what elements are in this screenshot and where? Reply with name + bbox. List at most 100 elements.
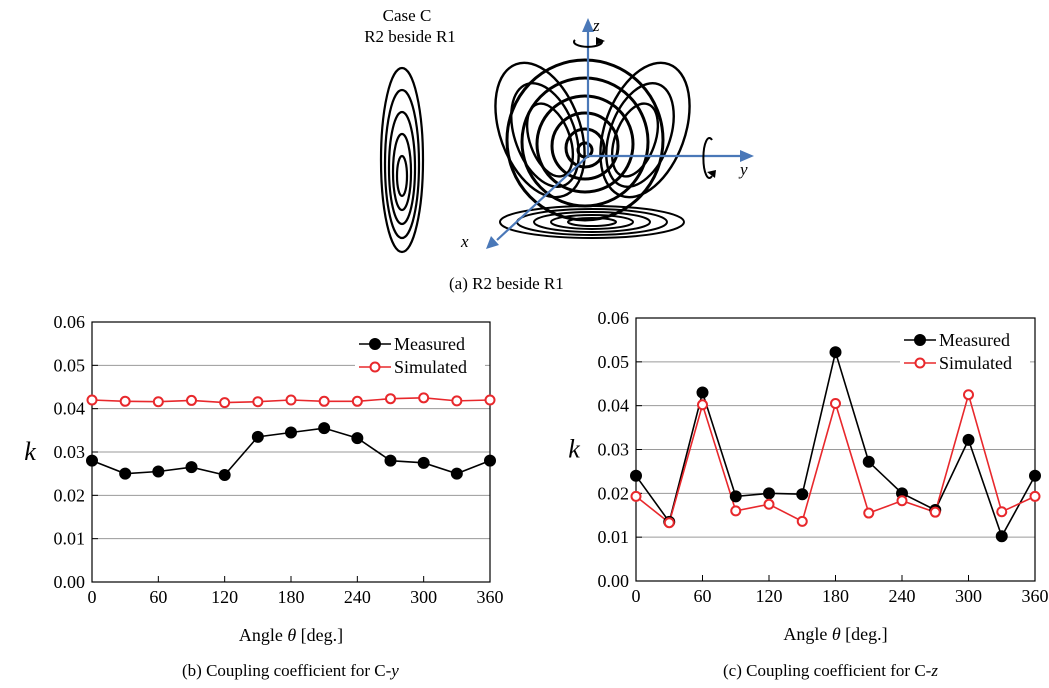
data-point-measured: [86, 454, 98, 467]
data-point-measured: [218, 468, 231, 481]
x-tick-label: 0: [632, 586, 641, 606]
y-tick-label: 0.01: [54, 529, 86, 549]
coordinate-axes: [486, 18, 754, 249]
caption-b-axis: y: [391, 661, 399, 680]
case-title: Case C: [382, 6, 432, 25]
axis-y-label: y: [740, 160, 748, 179]
axis-z-label: z: [593, 16, 600, 35]
data-point-simulated: [1029, 490, 1041, 502]
data-point-simulated: [484, 394, 496, 406]
caption-b-prefix: (b) Coupling coefficient for C-: [182, 661, 392, 680]
data-point-simulated: [963, 389, 974, 401]
data-point-simulated: [451, 395, 463, 407]
data-point-measured: [796, 488, 809, 501]
y-tick-label: 0.04: [54, 399, 86, 419]
series-line-measured: [635, 349, 1036, 539]
data-point-measured: [484, 454, 496, 467]
data-point-measured: [285, 426, 297, 439]
data-point-simulated: [252, 396, 264, 408]
data-point-simulated: [351, 395, 363, 407]
data-point-simulated: [152, 396, 164, 408]
coil-illustration: [379, 18, 754, 254]
data-point-measured: [862, 455, 875, 468]
axis-x-label: x: [461, 232, 469, 251]
x-tick-label: 360: [477, 587, 504, 607]
y-tick-label: 0.01: [598, 527, 630, 547]
data-point-measured: [1029, 469, 1041, 482]
data-point-simulated: [863, 507, 875, 519]
data-point-simulated: [186, 394, 197, 406]
y-tick-label: 0.02: [598, 483, 630, 503]
data-point-measured: [763, 487, 775, 500]
front-spiral: [505, 58, 665, 222]
caption-c-axis: z: [931, 661, 938, 680]
y-tick-label: 0.00: [54, 572, 86, 592]
x-axis-label: Angle θ [deg.]: [783, 624, 887, 644]
data-point-simulated: [630, 490, 642, 502]
data-point-measured: [630, 469, 642, 482]
data-point-measured: [729, 490, 742, 503]
y-axis-label: k: [24, 437, 36, 466]
legend-label: Measured: [394, 334, 465, 354]
legend-label: Measured: [939, 330, 1010, 350]
data-point-measured: [450, 467, 463, 480]
legend-marker: [369, 338, 381, 350]
data-point-simulated: [697, 399, 708, 411]
legend-marker: [369, 361, 381, 373]
y-tick-label: 0.03: [54, 442, 86, 462]
caption-a: (a) R2 beside R1: [449, 274, 564, 293]
x-tick-label: 60: [694, 586, 712, 606]
y-tick-label: 0.05: [598, 352, 630, 372]
data-point-simulated: [86, 394, 98, 406]
caption-b: (b) Coupling coefficient for C-y: [182, 661, 399, 681]
data-point-measured: [318, 422, 331, 435]
legend-label: Simulated: [939, 353, 1012, 373]
legend-label: Simulated: [394, 357, 467, 377]
x-tick-label: 300: [410, 587, 437, 607]
x-tick-label: 180: [278, 587, 305, 607]
data-point-simulated: [730, 505, 742, 517]
y-tick-label: 0.05: [54, 355, 86, 375]
y-tick-label: 0.04: [598, 396, 630, 416]
data-point-simulated: [996, 506, 1008, 518]
y-tick-label: 0.06: [598, 308, 630, 328]
legend-marker: [914, 357, 926, 369]
data-point-simulated: [929, 506, 941, 518]
x-tick-label: 240: [889, 586, 916, 606]
y-tick-label: 0.00: [598, 571, 630, 591]
data-point-simulated: [219, 397, 231, 409]
x-tick-label: 360: [1022, 586, 1049, 606]
x-tick-label: 300: [955, 586, 982, 606]
data-point-measured: [119, 467, 132, 480]
data-point-measured: [962, 433, 975, 446]
data-point-measured: [696, 386, 709, 399]
data-point-measured: [351, 432, 364, 445]
data-point-measured: [185, 461, 198, 474]
data-point-simulated: [385, 393, 396, 405]
data-point-simulated: [318, 395, 330, 407]
data-point-simulated: [285, 394, 297, 406]
case-subtitle: R2 beside R1: [364, 27, 456, 46]
chart-c: 0.00 0.01 0.02 0.03 0.04 0.05 0.06 0 60 120 180 240…: [568, 308, 1049, 644]
r2-spiral: [379, 66, 425, 254]
x-tick-label: 0: [88, 587, 97, 607]
x-tick-label: 240: [344, 587, 371, 607]
x-axis-label: Angle θ [deg.]: [239, 625, 343, 645]
data-point-simulated: [796, 515, 808, 527]
data-point-simulated: [418, 392, 430, 404]
caption-c: (c) Coupling coefficient for C-z: [723, 661, 938, 681]
y-rotation-arrow: [702, 137, 716, 179]
data-point-measured: [152, 465, 165, 478]
data-point-measured: [384, 454, 397, 467]
data-point-measured: [995, 530, 1008, 543]
caption-c-prefix: (c) Coupling coefficient for C-: [723, 661, 932, 680]
data-point-measured: [417, 456, 430, 469]
z-rotation-arrow: [573, 37, 605, 48]
data-point-simulated: [830, 397, 841, 409]
chart-b: 0.00 0.01 0.02 0.03 0.04 0.05 0.06 0 60 120 180 240…: [24, 312, 504, 645]
data-point-simulated: [663, 517, 675, 529]
x-tick-label: 120: [211, 587, 238, 607]
y-tick-label: 0.03: [598, 440, 630, 460]
y-tick-label: 0.06: [54, 312, 86, 332]
data-point-measured: [251, 430, 264, 443]
